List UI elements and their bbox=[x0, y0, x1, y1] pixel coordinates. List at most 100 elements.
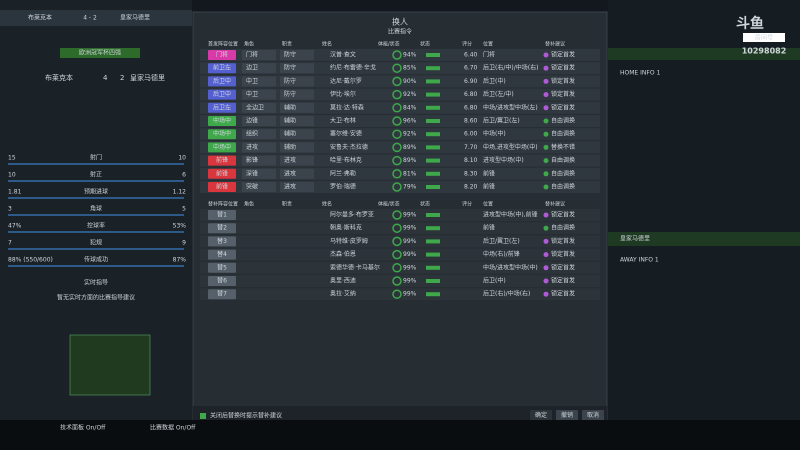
duty-select[interactable] bbox=[280, 76, 314, 87]
position-badge[interactable] bbox=[208, 262, 236, 273]
away-info: AWAY INFO 1 bbox=[620, 257, 659, 264]
position-badge[interactable] bbox=[208, 276, 236, 286]
player-name[interactable]: 约尼·布雷德·辛戈 bbox=[330, 64, 376, 72]
position-badge[interactable] bbox=[208, 89, 236, 100]
position-badge[interactable] bbox=[208, 142, 236, 153]
player-name[interactable]: 索德华德·卡马基尔 bbox=[330, 263, 380, 271]
button-label[interactable]: 取消 bbox=[587, 411, 599, 419]
button-label[interactable]: 撤销 bbox=[561, 411, 573, 419]
bottom-right[interactable]: 比赛数据 On/Off bbox=[150, 424, 196, 432]
player-name[interactable]: 朝奥·斯科克 bbox=[330, 224, 362, 232]
rating: 8.30 bbox=[464, 170, 478, 177]
duty-select[interactable] bbox=[280, 89, 314, 100]
role-select[interactable] bbox=[242, 89, 276, 100]
role: 组织 bbox=[246, 130, 258, 138]
advice: 自由调换 bbox=[551, 169, 575, 177]
position-text: 中场/进攻型中场(左) bbox=[483, 103, 538, 111]
role-select[interactable] bbox=[242, 129, 276, 140]
position-badge[interactable] bbox=[208, 223, 236, 234]
role-select[interactable] bbox=[242, 155, 276, 166]
role: 边卫 bbox=[246, 64, 258, 72]
position-badge[interactable] bbox=[208, 50, 236, 60]
advice: 锁定首发 bbox=[551, 103, 575, 111]
home-team: 布莱克本 bbox=[28, 14, 52, 22]
duty-select[interactable] bbox=[280, 155, 314, 166]
player-name[interactable]: 伊比·埃尔 bbox=[330, 90, 356, 98]
position-badge[interactable] bbox=[208, 116, 236, 126]
rating: 8.20 bbox=[464, 184, 478, 191]
position-badge[interactable] bbox=[208, 129, 236, 140]
player-name[interactable]: 奥里·西迪 bbox=[330, 277, 356, 285]
position-badge[interactable] bbox=[208, 76, 236, 87]
position-badge[interactable] bbox=[208, 155, 236, 166]
role-select[interactable] bbox=[242, 142, 276, 153]
player-name[interactable]: 大卫·布林 bbox=[330, 117, 356, 125]
player-name[interactable]: 阿兰·弗勒 bbox=[330, 169, 356, 177]
position-badge[interactable] bbox=[208, 102, 236, 113]
role-select[interactable] bbox=[242, 168, 276, 179]
player-name[interactable]: 达尼·戴尔罗 bbox=[330, 77, 362, 85]
competition: 欧洲冠军杯四强 bbox=[79, 49, 121, 57]
pitch bbox=[69, 334, 151, 396]
duty: 防守 bbox=[284, 77, 296, 85]
duty-select[interactable] bbox=[280, 116, 314, 126]
role-select[interactable] bbox=[242, 63, 276, 74]
role-select[interactable] bbox=[242, 182, 276, 192]
column-header: 评分 bbox=[462, 41, 472, 48]
duty: 进攻 bbox=[284, 183, 296, 191]
player-name[interactable]: 莫拉·达·特森 bbox=[330, 103, 364, 111]
advice: 锁定首发 bbox=[551, 250, 575, 258]
button[interactable] bbox=[582, 410, 604, 421]
stat-home: 47% bbox=[8, 223, 22, 230]
duty-select[interactable] bbox=[280, 50, 314, 60]
duty-select[interactable] bbox=[280, 168, 314, 179]
role-select[interactable] bbox=[242, 50, 276, 60]
position: 门将 bbox=[216, 51, 228, 59]
duty-select[interactable] bbox=[280, 129, 314, 140]
column-header: 姓名 bbox=[322, 201, 332, 208]
player-name[interactable]: 塞尔维·安德 bbox=[330, 130, 362, 138]
bottom-left[interactable]: 技术面板 On/Off bbox=[60, 424, 106, 432]
advice-dot bbox=[543, 158, 549, 164]
player-name[interactable]: 罗伯·瑞德 bbox=[330, 183, 356, 191]
button-label[interactable]: 确定 bbox=[535, 411, 547, 419]
rating: 6.70 bbox=[464, 65, 478, 72]
player-name[interactable]: 马特维·皮罗姆 bbox=[330, 237, 368, 245]
checkbox[interactable] bbox=[200, 413, 206, 419]
player-name[interactable]: 阿尔曼多·布罗亚 bbox=[330, 211, 374, 219]
position-badge[interactable] bbox=[208, 236, 236, 247]
row-bg bbox=[200, 248, 600, 261]
form-bar bbox=[426, 79, 440, 84]
column-header: 状态 bbox=[420, 41, 430, 48]
row-bg bbox=[200, 275, 600, 287]
advice: 锁定首发 bbox=[551, 51, 575, 59]
duty-select[interactable] bbox=[280, 63, 314, 74]
duty-select[interactable] bbox=[280, 182, 314, 192]
stat-label: 传球成功 bbox=[84, 256, 108, 264]
advice: 自由调换 bbox=[551, 224, 575, 232]
position-badge[interactable] bbox=[208, 210, 236, 220]
player-name[interactable]: 杰森·伯恩 bbox=[330, 250, 356, 258]
position-text: 后卫(中) bbox=[483, 77, 506, 85]
duty-select[interactable] bbox=[280, 142, 314, 153]
position-badge[interactable] bbox=[208, 168, 236, 179]
role-select[interactable] bbox=[242, 116, 276, 126]
position-badge[interactable] bbox=[208, 182, 236, 192]
position-badge[interactable] bbox=[208, 63, 236, 74]
advice-dot bbox=[543, 65, 549, 71]
player-name[interactable]: 安鲁夫·杰拉德 bbox=[330, 143, 368, 151]
position-badge[interactable] bbox=[208, 289, 236, 300]
condition: 84% bbox=[403, 104, 417, 111]
role-select[interactable] bbox=[242, 102, 276, 113]
position-badge[interactable] bbox=[208, 249, 236, 260]
player-name[interactable]: 汉普·查文 bbox=[330, 51, 356, 59]
position-text: 后卫(右/中)/中场(右) bbox=[483, 64, 538, 72]
button[interactable] bbox=[556, 410, 578, 421]
button[interactable] bbox=[530, 410, 552, 421]
player-name[interactable]: 哈里·布林克 bbox=[330, 156, 362, 164]
player-name[interactable]: 奥拉·艾纳 bbox=[330, 290, 356, 298]
role-select[interactable] bbox=[242, 76, 276, 87]
condition: 99% bbox=[403, 264, 417, 271]
duty-select[interactable] bbox=[280, 102, 314, 113]
role: 突破 bbox=[246, 183, 258, 191]
